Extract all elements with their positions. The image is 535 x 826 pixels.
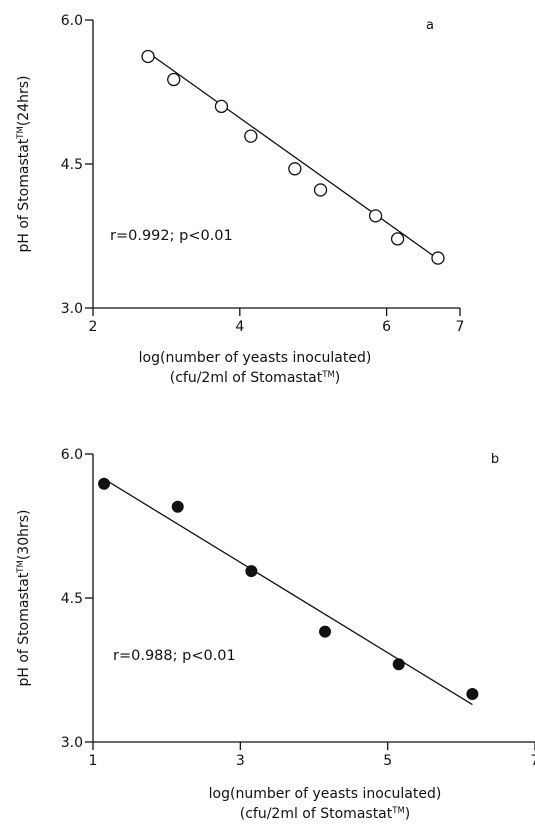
- panel-a-y-tick-label: 3.0: [61, 301, 83, 317]
- panel-a-y-tick-label: 6.0: [61, 13, 83, 29]
- panel-b-chart: 3.0 4.5 6.0 1 3 5 7 pH of StomastatTM(30hrs) log…: [16, 447, 535, 822]
- panel-a-y-axis-label: pH of StomastatTM(24hrs): [16, 75, 32, 252]
- panel-a-regression-line: [147, 52, 439, 260]
- panel-a-data-point: [313, 183, 328, 197]
- panel-b-data-point: [319, 625, 332, 638]
- panel-b-y-tick-label: 6.0: [61, 447, 83, 463]
- panel-a-x-tick-label: 6: [382, 319, 391, 335]
- panel-b-x-axis-label: log(number of yeasts inoculated): [209, 786, 442, 802]
- panel-b-data-point: [245, 565, 258, 578]
- panel-a-x-axis-sublabel: (cfu/2ml of StomastatTM): [170, 370, 341, 386]
- panel-a-data-point: [368, 209, 383, 223]
- panel-b-correlation-annotation: r=0.988; p<0.01: [113, 648, 236, 664]
- panel-b-y-tick-label: 4.5: [61, 591, 83, 607]
- panel-b-data-point: [392, 658, 405, 671]
- panel-a-x-tick-label: 7: [456, 319, 465, 335]
- panel-a-data-point: [141, 49, 155, 64]
- panel-b-x-tick-label: 3: [236, 753, 245, 769]
- panel-a-data-point: [390, 232, 405, 246]
- panel-b-regression-line: [103, 478, 473, 706]
- panel-a-data-point: [288, 162, 302, 176]
- panel-a-x-tick-label: 2: [89, 319, 98, 335]
- panel-a-data-point: [167, 72, 181, 87]
- panel-a-data-point: [431, 251, 445, 265]
- panel-a-x-tick-label: 4: [235, 319, 244, 335]
- panel-a-correlation-annotation: r=0.992; p<0.01: [110, 228, 233, 244]
- panel-b-data-point: [171, 500, 184, 513]
- panel-a-chart: 3.0 4.5 6.0 2 4 6 7 pH of StomastatTM(24hrs) log…: [16, 13, 464, 386]
- panel-b-x-axis-sublabel: (cfu/2ml of StomastatTM): [240, 806, 411, 822]
- panel-a-data-point: [244, 129, 258, 143]
- panel-b-y-tick-label: 3.0: [61, 735, 83, 751]
- panel-a-data-point: [214, 99, 229, 114]
- panel-a-y-tick-label: 4.5: [61, 157, 83, 173]
- panel-b-label: b: [491, 452, 499, 467]
- panel-b-x-tick-label: 7: [531, 753, 535, 769]
- panel-b-y-axis-label: pH of StomastatTM(30hrs): [16, 509, 32, 686]
- panel-b-data-point: [466, 688, 479, 700]
- panel-a-label: a: [426, 18, 434, 33]
- panel-b-x-tick-label: 1: [89, 753, 98, 769]
- panel-b-x-tick-label: 5: [383, 753, 392, 769]
- panel-a-x-axis-label: log(number of yeasts inoculated): [139, 350, 372, 366]
- panel-b-data-point: [98, 477, 111, 490]
